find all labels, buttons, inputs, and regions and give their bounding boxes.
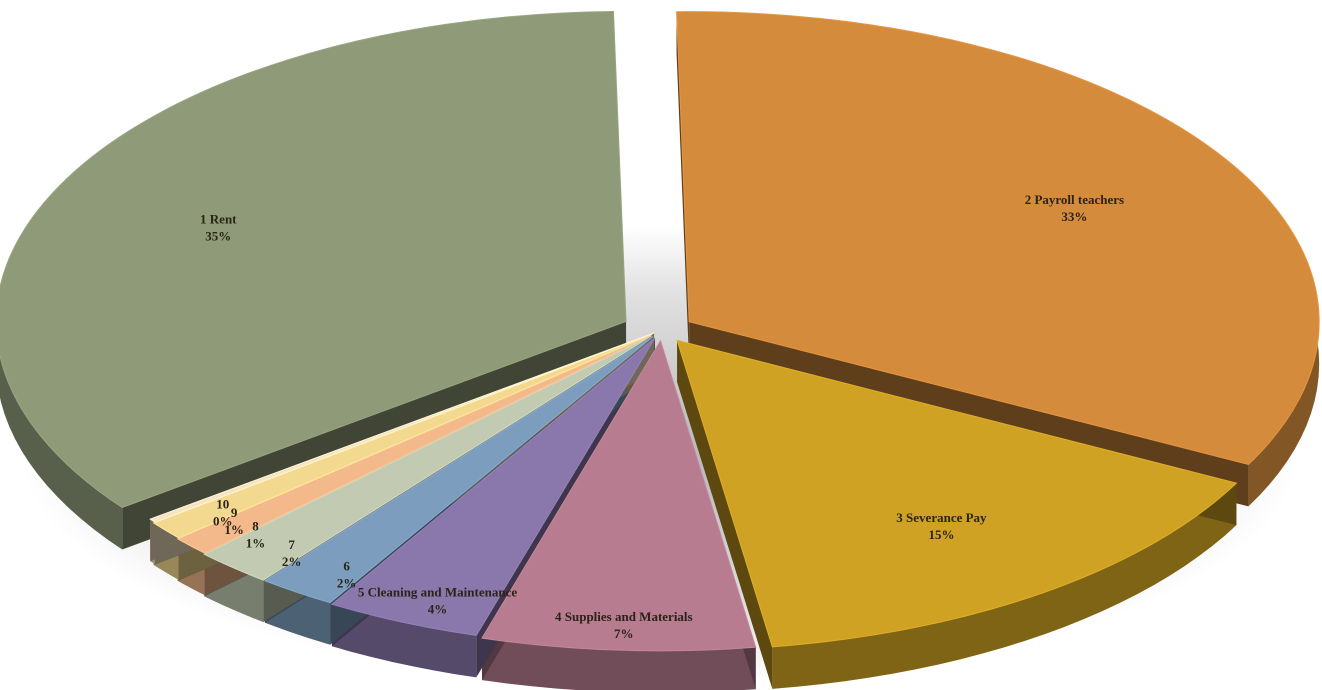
slice-6 bbox=[263, 336, 654, 604]
slice-pct-5: 4% bbox=[428, 601, 448, 616]
slice-label-9: 9 bbox=[231, 505, 238, 520]
slice-label-6: 6 bbox=[343, 558, 350, 573]
slice-2 bbox=[676, 11, 1320, 465]
slice-label-7: 7 bbox=[288, 537, 295, 552]
slice-pct-10: 0% bbox=[213, 513, 233, 528]
slice-label-1: 1 Rent bbox=[200, 212, 237, 227]
slice-7 bbox=[203, 335, 652, 581]
slice-pct-8: 1% bbox=[246, 536, 266, 551]
slice-pct-2: 33% bbox=[1061, 209, 1087, 224]
slice-tops bbox=[0, 10, 1320, 652]
slice-side-4 bbox=[482, 638, 756, 690]
slice-1 bbox=[0, 10, 627, 509]
slice-9 bbox=[152, 333, 653, 539]
slice-label-3: 3 Severance Pay bbox=[896, 510, 987, 525]
slice-pct-6: 2% bbox=[337, 575, 357, 590]
slice-10 bbox=[149, 332, 655, 523]
slice-4 bbox=[481, 339, 757, 652]
slice-wall-3-1 bbox=[677, 340, 773, 689]
slice-pct-1: 35% bbox=[205, 229, 231, 244]
slice-label-2: 2 Payroll teachers bbox=[1025, 192, 1124, 207]
slice-pct-9: 1% bbox=[224, 522, 244, 537]
slice-label-4: 4 Supplies and Materials bbox=[555, 609, 693, 624]
slice-8 bbox=[176, 334, 652, 554]
slice-labels: 1 Rent 35% 2 Payroll teachers 33% 3 Severanc… bbox=[200, 192, 1124, 641]
slice-label-5: 5 Cleaning and Maintenance bbox=[358, 584, 517, 599]
slice-5 bbox=[330, 337, 656, 636]
slice-side-3 bbox=[772, 483, 1237, 689]
slice-3 bbox=[676, 339, 1238, 648]
slice-pct-3: 15% bbox=[928, 527, 954, 542]
slice-label-8: 8 bbox=[252, 519, 259, 534]
slice-side-5 bbox=[331, 604, 477, 678]
slice-pct-7: 2% bbox=[282, 554, 302, 569]
slice-pct-4: 7% bbox=[614, 626, 634, 641]
slice-label-10: 10 bbox=[216, 496, 229, 511]
